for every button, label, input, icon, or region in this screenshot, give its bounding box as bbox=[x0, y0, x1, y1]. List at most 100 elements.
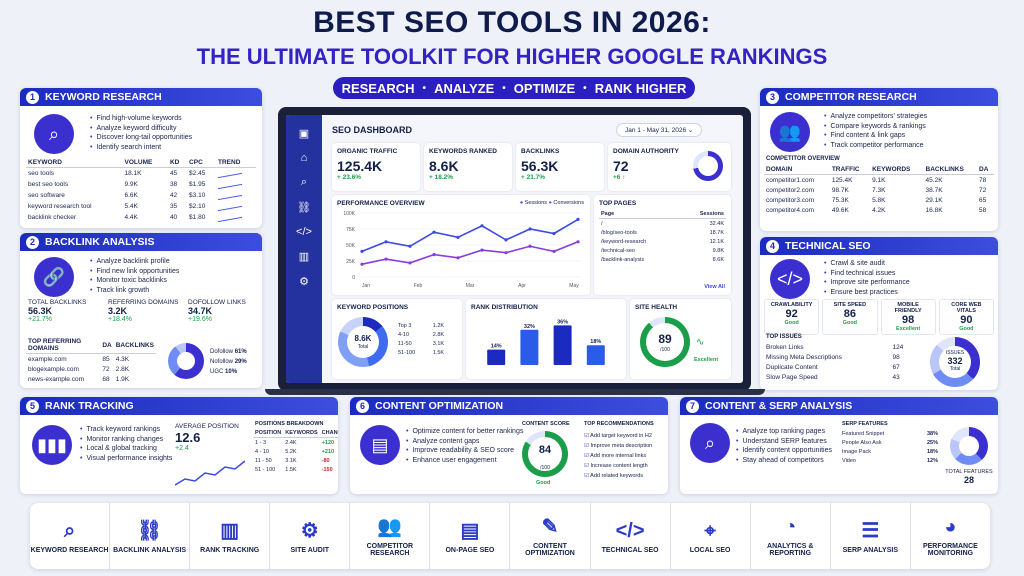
bullet: Monitor toxic backlinks bbox=[90, 276, 179, 286]
tool-performance-monitoring[interactable]: ◕ PERFORMANCE MONITORING bbox=[911, 503, 990, 569]
view-all-link[interactable]: View All bbox=[704, 284, 725, 290]
bullet: Find content & link gaps bbox=[824, 131, 927, 141]
score-status: Good bbox=[784, 320, 799, 326]
y-tick-label: 50K bbox=[346, 243, 356, 249]
total-label: TOTAL FEATURES bbox=[945, 469, 993, 475]
main-title: BEST SEO TOOLS IN 2026: bbox=[313, 6, 711, 39]
cell: 51 - 100 bbox=[255, 466, 276, 473]
performance-overview: PERFORMANCE OVERVIEW ● Sessions ● Conver… bbox=[332, 195, 590, 295]
cell: Featured Snippet bbox=[842, 430, 885, 437]
sessions-point bbox=[456, 235, 460, 239]
cell: 65 bbox=[979, 196, 987, 204]
competitor-research-card: 3 COMPETITOR RESEARCH 👥 Analyze competito… bbox=[760, 88, 998, 231]
pie-icon: ◔ bbox=[784, 516, 797, 538]
recommendation: ☑ Improve meta description bbox=[584, 443, 653, 449]
tool-local-seo[interactable]: ⌖ LOCAL SEO bbox=[671, 503, 751, 569]
card-title: BACKLINK ANALYSIS bbox=[45, 236, 155, 248]
sessions-point bbox=[432, 230, 436, 234]
cell: 4-10 bbox=[398, 331, 410, 338]
kpi-label: ORGANIC TRAFFIC bbox=[337, 148, 398, 155]
table-row: Featured Snippet 38% bbox=[840, 429, 940, 438]
authority-gauge bbox=[693, 151, 723, 181]
panel-title: KEYWORD POSITIONS bbox=[337, 304, 409, 311]
issues-donut: ISSUES 332 Total bbox=[930, 337, 980, 387]
tool-keyword-research[interactable]: ⌕ KEYWORD RESEARCH bbox=[30, 503, 111, 569]
cell: 9.8K bbox=[712, 247, 724, 254]
link-icon[interactable]: ⛓ bbox=[297, 202, 311, 214]
cell: 1 - 3 bbox=[255, 439, 267, 446]
cell: 49.6K bbox=[831, 206, 849, 214]
card-title: COMPETITOR RESEARCH bbox=[785, 91, 917, 103]
gear-icon[interactable]: ⚙ bbox=[299, 276, 309, 288]
bars-icon: ▥ bbox=[220, 519, 240, 542]
donut-sub: Total bbox=[357, 344, 369, 350]
bullet: Monitor ranking changes bbox=[80, 435, 172, 445]
x-tick-label: Mar bbox=[466, 283, 475, 289]
panel-title: TOP PAGES bbox=[599, 200, 637, 207]
table-row: seo software 6.6K 42 $3.10 bbox=[26, 189, 256, 201]
average-position: AVERAGE POSITION 12.6 +2.4 bbox=[175, 423, 239, 452]
legend-value: 29% bbox=[234, 359, 247, 365]
cell: 1.5K bbox=[432, 349, 445, 356]
cell: 2.8K bbox=[432, 331, 445, 338]
logo-icon: ▣ bbox=[298, 128, 310, 140]
card-number: 2 bbox=[26, 235, 39, 249]
cell: /keyword-research bbox=[601, 238, 647, 245]
cell: 67 bbox=[892, 363, 900, 371]
dashboard-sidebar: ▣ ⌂ ⌕ ⛓ </> ▥ ⚙ bbox=[286, 115, 322, 383]
score-label: MOBILE FRIENDLY bbox=[894, 302, 922, 314]
tool-content-optimization[interactable]: ✎ CONTENT OPTIMIZATION bbox=[510, 503, 591, 569]
stat-label: REFERRING DOMAINS bbox=[108, 299, 179, 306]
sessions-point bbox=[528, 227, 532, 231]
col-header: DOMAIN bbox=[764, 165, 830, 175]
code-icon[interactable]: </> bbox=[296, 226, 312, 238]
tool-label: SERP ANALYSIS bbox=[842, 546, 898, 554]
cell: 12.1K bbox=[709, 238, 724, 245]
y-tick-label: 100K bbox=[343, 211, 355, 217]
kpi-value: 56.3K bbox=[521, 158, 559, 174]
tool-rank-tracking[interactable]: ▥ RANK TRACKING bbox=[190, 503, 271, 569]
rank-bar bbox=[520, 329, 539, 365]
tool-on-page-seo[interactable]: ▤ ON-PAGE SEO bbox=[430, 503, 511, 569]
tool-backlink-analysis[interactable]: ⛓ BACKLINK ANALYSIS bbox=[110, 503, 191, 569]
score-label: SITE SPEED bbox=[833, 302, 867, 308]
tool-analytics-reporting[interactable]: ◔ ANALYTICS & REPORTING bbox=[751, 503, 831, 569]
tool-technical-seo[interactable]: </> TECHNICAL SEO bbox=[591, 503, 671, 569]
rank-distribution: RANK DISTRIBUTION 14% 32% 36% 18% bbox=[466, 299, 626, 379]
cell: 98.7K bbox=[831, 186, 849, 194]
sessions-point bbox=[480, 224, 484, 228]
table-row: /keyword-research 12.1K bbox=[599, 237, 726, 246]
technical-scores: CRAWLABILITY 92 Good SITE SPEED 86 Good MOBI… bbox=[764, 299, 994, 335]
tool-serp-analysis[interactable]: ☰ SERP ANALYSIS bbox=[831, 503, 911, 569]
step-1: RESEARCH bbox=[341, 80, 415, 96]
cell: competitor2.com bbox=[766, 186, 815, 194]
technical-seo-card: 4 TECHNICAL SEO </> Crawl & site auditFin… bbox=[760, 237, 998, 390]
stat-change: +19.6% bbox=[188, 316, 212, 323]
sessions-point bbox=[360, 249, 364, 253]
table-row: seo tools 18.1K 45 $2.45 bbox=[26, 167, 256, 180]
score-status: Excellent bbox=[896, 326, 921, 332]
search-icon[interactable]: ⌕ bbox=[300, 176, 308, 188]
table-row: 11 - 50 3.1K -80 bbox=[253, 456, 338, 465]
cell: Duplicate Content bbox=[766, 363, 818, 371]
donut-legend: Dofollow 61% Nofollow 29% UGC 10% bbox=[210, 347, 247, 377]
step-2: ANALYZE bbox=[434, 80, 495, 96]
tool-competitor-research[interactable]: 👥 COMPETITOR RESEARCH bbox=[350, 503, 431, 569]
home-icon[interactable]: ⌂ bbox=[300, 152, 308, 164]
chart-icon[interactable]: ▥ bbox=[298, 251, 310, 263]
issues-table: Broken Links 124 Missing Meta Description… bbox=[764, 342, 914, 382]
tool-site-audit[interactable]: ⚙ SITE AUDIT bbox=[270, 503, 351, 569]
card-number: 6 bbox=[356, 399, 369, 413]
stat-value: 56.3K bbox=[28, 306, 53, 316]
table-row: competitor1.com 125.4K 9.1K 45.2K 78 bbox=[764, 175, 994, 186]
step-4: RANK HIGHER bbox=[594, 80, 687, 96]
seo-dashboard: ▣ ⌂ ⌕ ⛓ </> ▥ ⚙ SEO DASHBOARD Jan 1 - Ma… bbox=[278, 107, 751, 391]
date-range-select[interactable]: Jan 1 - May 31, 2026 ⌄ bbox=[616, 123, 703, 137]
table-row: People Also Ask 25% bbox=[840, 438, 940, 447]
col-header: CPC bbox=[187, 158, 216, 168]
kpi-backlinks: BACKLINKS 56.3K + 21.7% bbox=[516, 143, 604, 191]
x-tick-label: May bbox=[569, 283, 579, 289]
table-row: 1 - 3 2.4K +120 bbox=[253, 438, 338, 448]
x-tick-label: Feb bbox=[414, 283, 423, 289]
col-header: Page bbox=[599, 210, 680, 219]
